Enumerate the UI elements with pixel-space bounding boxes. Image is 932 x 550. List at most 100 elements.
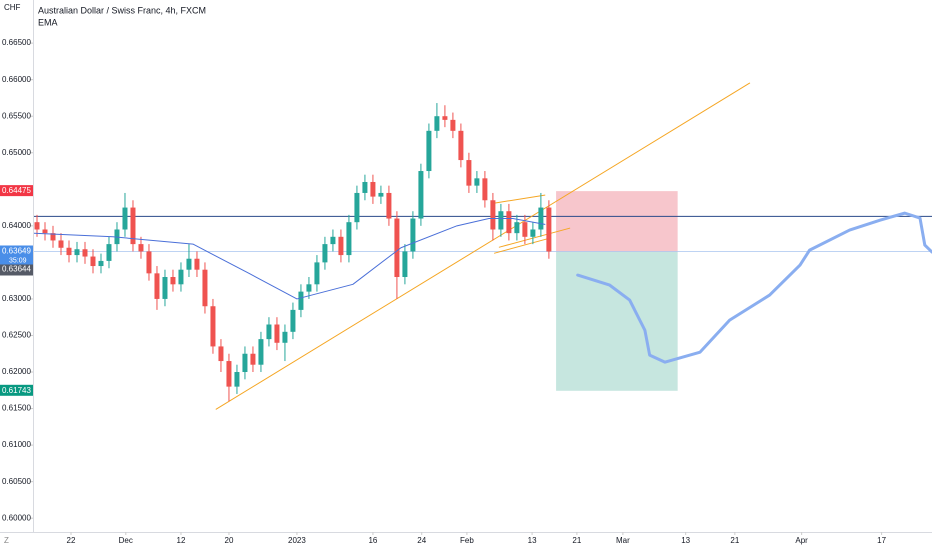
candle-body (266, 324, 272, 340)
candle-body (338, 236, 344, 256)
candle-body (354, 192, 360, 223)
candle-body (386, 192, 392, 219)
candle-body (122, 207, 128, 230)
x-tick-label: 22 (67, 536, 76, 545)
x-tick-label: 21 (572, 536, 581, 545)
currency: CHF (4, 3, 21, 12)
candle-body (242, 353, 248, 373)
y-tick-label: 0.60500 (2, 477, 31, 486)
y-tick-label: 0.61500 (2, 404, 31, 413)
candle-body (522, 222, 528, 237)
y-tick-label: 0.66500 (2, 38, 31, 47)
candle-body (258, 339, 264, 365)
candle-body (506, 211, 512, 234)
trend-line (493, 194, 546, 204)
candle-body (458, 130, 464, 161)
forecast-path (576, 211, 932, 364)
x-tick-label: 24 (417, 536, 426, 545)
candle-body (106, 244, 112, 261)
x-tick-label: 13 (681, 536, 690, 545)
y-tick-label: 0.60000 (2, 513, 31, 522)
x-tick-label: 21 (730, 536, 739, 545)
candle-body (234, 372, 240, 387)
y-tick-label: 0.61000 (2, 440, 31, 449)
candle-body (298, 291, 304, 310)
x-tick-label: Mar (616, 536, 630, 545)
candle-body (202, 269, 208, 307)
x-tick-label: Apr (795, 536, 808, 545)
candle-body (482, 178, 488, 201)
candle-body (330, 236, 336, 245)
candle-body (34, 222, 40, 230)
candle-body (314, 262, 320, 285)
candle-body (426, 130, 432, 172)
candle-body (306, 284, 312, 292)
candle-body (274, 324, 280, 343)
price-label: 0.61743 (2, 386, 31, 395)
candle-body (218, 346, 224, 362)
candle-body (378, 192, 384, 197)
price-label: 0.64475 (2, 186, 31, 195)
y-tick-label: 0.63000 (2, 294, 31, 303)
candle-body (410, 218, 416, 252)
candle-body (42, 229, 48, 234)
candle-body (450, 119, 456, 131)
candle-body (402, 251, 408, 278)
plot-area (34, 82, 932, 410)
timezone-icon[interactable]: Z (4, 536, 9, 545)
candle-body (90, 256, 96, 267)
countdown: 35:09 (9, 257, 27, 264)
stop-zone (556, 191, 678, 252)
candle-body (210, 306, 216, 347)
candle-body (130, 207, 136, 245)
candle-body (290, 309, 296, 332)
x-tick-label: Dec (119, 536, 133, 545)
candle-body (146, 251, 152, 274)
y-tick-label: 0.62500 (2, 331, 31, 340)
ema-line (34, 218, 546, 300)
y-tick-label: 0.65500 (2, 111, 31, 120)
candle-body (66, 247, 72, 256)
candle-body (346, 222, 352, 256)
candle-body (394, 218, 400, 278)
price-label-box (0, 245, 33, 265)
candle-body (514, 222, 520, 234)
x-tick-label: 20 (225, 536, 234, 545)
candle-body (58, 240, 64, 248)
candle-body (546, 207, 552, 252)
y-tick-label: 0.66000 (2, 75, 31, 84)
candle-body (186, 258, 192, 270)
candle-body (370, 181, 376, 197)
chart-title: Australian Dollar / Swiss Franc, 4h, FXC… (38, 5, 206, 15)
candle-body (490, 200, 496, 230)
candle-body (226, 361, 232, 387)
x-tick-label: 17 (877, 536, 886, 545)
candle-body (282, 331, 288, 343)
candle-body (138, 244, 144, 252)
candle-body (466, 160, 472, 186)
x-tick-label: 16 (368, 536, 377, 545)
x-tick-label: Feb (460, 536, 474, 545)
candle-body (498, 211, 504, 230)
trend-line (493, 237, 551, 254)
trend-line (498, 227, 571, 248)
candle-body (538, 207, 544, 230)
candle-body (250, 353, 256, 365)
candle-body (154, 273, 160, 299)
x-tick-label: 12 (177, 536, 186, 545)
candle-body (178, 269, 184, 285)
candle-body (434, 116, 440, 131)
price-label-box (0, 264, 33, 276)
candle-body (530, 229, 536, 237)
y-tick-label: 0.64000 (2, 221, 31, 230)
candle-body (162, 277, 168, 299)
target-zone (556, 251, 678, 391)
price-label-box (0, 185, 33, 197)
candle-body (74, 249, 80, 256)
candle-body (170, 277, 176, 285)
price-label: 0.63649 (2, 247, 31, 256)
indicator-label: EMA (38, 17, 58, 27)
candle-body (194, 258, 200, 270)
